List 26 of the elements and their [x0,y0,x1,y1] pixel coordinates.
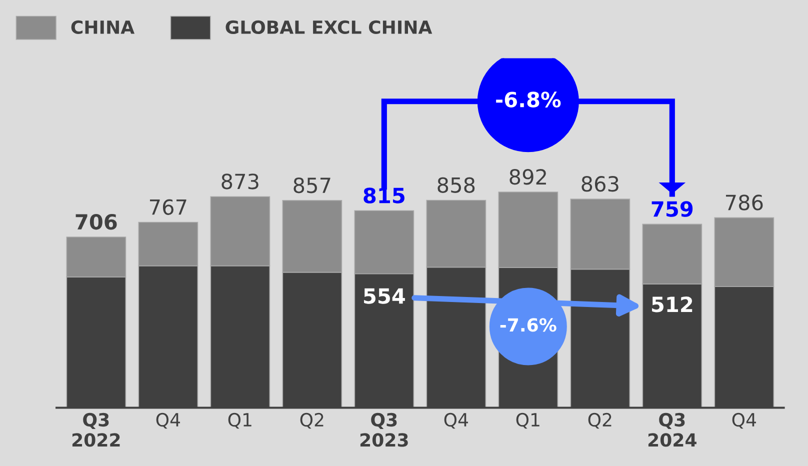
x-tick-label: Q1 [516,412,540,429]
legend-label: GLOBAL EXCL CHINA [226,20,432,34]
total-label: 857 [294,177,330,194]
total-label: 858 [438,177,475,193]
total-label: 873 [222,174,258,190]
x-tick-label: Q3 2024 [648,412,696,447]
total-label: 706 [76,214,117,230]
x-tick-label: Q4 [156,412,180,429]
x-tick-label: Q2 [300,412,324,429]
data-label: 554 [364,288,405,304]
total-label: 863 [582,176,618,192]
x-tick-label: Q1 [228,412,252,429]
total-label: 892 [510,168,546,185]
x-tick-label: Q3 2023 [360,412,408,447]
legend-label: CHINA [71,20,134,34]
x-tick-label: Q3 2022 [72,412,120,447]
x-tick-label: Q4 [732,412,756,429]
total-label: 786 [726,194,763,210]
total-label: 767 [150,199,186,215]
total-label: 815 [364,188,404,204]
x-tick-label: Q2 [588,412,612,429]
text: -6.8% [496,92,561,108]
data-label: 512 [652,296,692,312]
x-tick-label: Q4 [444,412,468,429]
annotation: -7.6% [500,318,556,332]
total-label: 759 [652,201,693,217]
